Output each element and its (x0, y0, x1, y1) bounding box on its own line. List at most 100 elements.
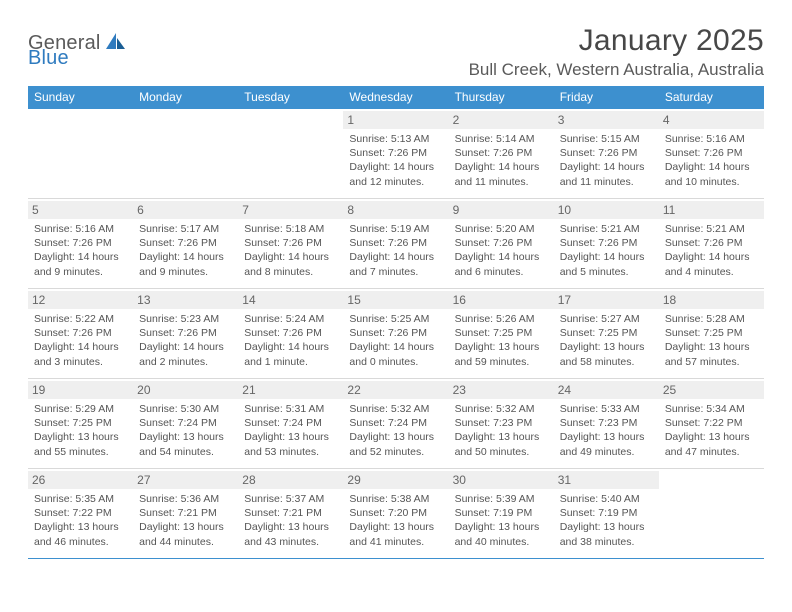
calendar-day-cell: 5 Sunrise: 5:16 AMSunset: 7:26 PMDaylight… (28, 199, 133, 289)
day-number: 13 (133, 291, 238, 309)
calendar-week-row: 12 Sunrise: 5:22 AMSunset: 7:26 PMDayligh… (28, 289, 764, 379)
calendar-day-cell: 17 Sunrise: 5:27 AMSunset: 7:25 PMDayligh… (554, 289, 659, 379)
day-number: 22 (343, 381, 448, 399)
calendar-day-cell: 23 Sunrise: 5:32 AMSunset: 7:23 PMDayligh… (449, 379, 554, 469)
calendar-day-cell: 4 Sunrise: 5:16 AMSunset: 7:26 PMDaylight… (659, 109, 764, 199)
calendar-day-cell: 16Sunrise: 5:26 AMSunset: 7:25 PMDayligh… (449, 289, 554, 379)
calendar-day-cell: 27Sunrise: 5:36 AMSunset: 7:21 PMDayligh… (133, 469, 238, 559)
day-number: 4 (659, 111, 764, 129)
calendar-week-row: 1Sunrise: 5:13 AMSunset: 7:26 PMDaylight… (28, 109, 764, 199)
day-details: Sunrise: 5:37 AMSunset: 7:21 PMDaylight:… (244, 492, 337, 549)
calendar-day-cell: 15 Sunrise: 5:25 AMSunset: 7:26 PMDayligh… (343, 289, 448, 379)
day-number: 5 (28, 201, 133, 219)
day-number: 9 (449, 201, 554, 219)
calendar-table: SundayMondayTuesdayWednesdayThursdayFrid… (28, 86, 764, 559)
calendar-day-cell: 29Sunrise: 5:38 AMSunset: 7:20 PMDayligh… (343, 469, 448, 559)
day-number: 31 (554, 471, 659, 489)
day-details: Sunrise: 5:39 AMSunset: 7:19 PMDaylight:… (455, 492, 548, 549)
day-number: 6 (133, 201, 238, 219)
calendar-empty-cell (28, 109, 133, 199)
day-number: 20 (133, 381, 238, 399)
day-details: Sunrise: 5:22 AMSunset: 7:26 PMDaylight:… (34, 312, 127, 369)
day-details: Sunrise: 5:34 AMSunset: 7:22 PMDaylight:… (665, 402, 758, 459)
day-details: Sunrise: 5:35 AMSunset: 7:22 PMDaylight:… (34, 492, 127, 549)
day-number: 23 (449, 381, 554, 399)
calendar-day-cell: 25 Sunrise: 5:34 AMSunset: 7:22 PMDayligh… (659, 379, 764, 469)
day-details: Sunrise: 5:15 AMSunset: 7:26 PMDaylight:… (560, 132, 653, 189)
calendar-day-cell: 13Sunrise: 5:23 AMSunset: 7:26 PMDayligh… (133, 289, 238, 379)
day-number: 7 (238, 201, 343, 219)
calendar-day-cell: 7 Sunrise: 5:18 AMSunset: 7:26 PMDaylight… (238, 199, 343, 289)
day-details: Sunrise: 5:27 AMSunset: 7:25 PMDaylight:… (560, 312, 653, 369)
brand-name-2: Blue (28, 47, 69, 69)
calendar-week-row: 26 Sunrise: 5:35 AMSunset: 7:22 PMDayligh… (28, 469, 764, 559)
day-details: Sunrise: 5:16 AMSunset: 7:26 PMDaylight:… (665, 132, 758, 189)
day-details: Sunrise: 5:40 AMSunset: 7:19 PMDaylight:… (560, 492, 653, 549)
weekday-header: Friday (554, 86, 659, 109)
day-details: Sunrise: 5:14 AMSunset: 7:26 PMDaylight:… (455, 132, 548, 189)
calendar-day-cell: 14 Sunrise: 5:24 AMSunset: 7:26 PMDayligh… (238, 289, 343, 379)
weekday-header: Thursday (449, 86, 554, 109)
calendar-empty-cell (659, 469, 764, 559)
location-subtitle: Bull Creek, Western Australia, Australia (469, 60, 764, 80)
calendar-day-cell: 22 Sunrise: 5:32 AMSunset: 7:24 PMDayligh… (343, 379, 448, 469)
day-number: 3 (554, 111, 659, 129)
weekday-header: Sunday (28, 86, 133, 109)
day-details: Sunrise: 5:32 AMSunset: 7:24 PMDaylight:… (349, 402, 442, 459)
day-number: 24 (554, 381, 659, 399)
day-number: 17 (554, 291, 659, 309)
day-details: Sunrise: 5:25 AMSunset: 7:26 PMDaylight:… (349, 312, 442, 369)
day-number: 2 (449, 111, 554, 129)
day-details: Sunrise: 5:17 AMSunset: 7:26 PMDaylight:… (139, 222, 232, 279)
header-bar: General January 2025 Bull Creek, Western… (28, 24, 764, 80)
calendar-day-cell: 11Sunrise: 5:21 AMSunset: 7:26 PMDayligh… (659, 199, 764, 289)
day-details: Sunrise: 5:31 AMSunset: 7:24 PMDaylight:… (244, 402, 337, 459)
calendar-day-cell: 30Sunrise: 5:39 AMSunset: 7:19 PMDayligh… (449, 469, 554, 559)
calendar-day-cell: 18 Sunrise: 5:28 AMSunset: 7:25 PMDayligh… (659, 289, 764, 379)
calendar-day-cell: 8 Sunrise: 5:19 AMSunset: 7:26 PMDaylight… (343, 199, 448, 289)
day-details: Sunrise: 5:28 AMSunset: 7:25 PMDaylight:… (665, 312, 758, 369)
calendar-day-cell: 24 Sunrise: 5:33 AMSunset: 7:23 PMDayligh… (554, 379, 659, 469)
day-details: Sunrise: 5:30 AMSunset: 7:24 PMDaylight:… (139, 402, 232, 459)
calendar-day-cell: 21 Sunrise: 5:31 AMSunset: 7:24 PMDayligh… (238, 379, 343, 469)
calendar-empty-cell (133, 109, 238, 199)
day-details: Sunrise: 5:36 AMSunset: 7:21 PMDaylight:… (139, 492, 232, 549)
calendar-day-cell: 1Sunrise: 5:13 AMSunset: 7:26 PMDaylight… (343, 109, 448, 199)
day-details: Sunrise: 5:13 AMSunset: 7:26 PMDaylight:… (349, 132, 442, 189)
day-details: Sunrise: 5:24 AMSunset: 7:26 PMDaylight:… (244, 312, 337, 369)
calendar-day-cell: 19 Sunrise: 5:29 AMSunset: 7:25 PMDayligh… (28, 379, 133, 469)
day-number: 12 (28, 291, 133, 309)
day-number: 26 (28, 471, 133, 489)
day-number: 25 (659, 381, 764, 399)
day-number: 8 (343, 201, 448, 219)
page-title: January 2025 (469, 24, 764, 58)
weekday-header: Monday (133, 86, 238, 109)
day-number: 14 (238, 291, 343, 309)
calendar-day-cell: 20 Sunrise: 5:30 AMSunset: 7:24 PMDayligh… (133, 379, 238, 469)
day-details: Sunrise: 5:29 AMSunset: 7:25 PMDaylight:… (34, 402, 127, 459)
calendar-day-cell: 6 Sunrise: 5:17 AMSunset: 7:26 PMDaylight… (133, 199, 238, 289)
day-number: 29 (343, 471, 448, 489)
day-number: 19 (28, 381, 133, 399)
brand-sail-icon (105, 32, 127, 55)
day-number: 21 (238, 381, 343, 399)
day-details: Sunrise: 5:18 AMSunset: 7:26 PMDaylight:… (244, 222, 337, 279)
day-details: Sunrise: 5:21 AMSunset: 7:26 PMDaylight:… (560, 222, 653, 279)
day-number: 15 (343, 291, 448, 309)
day-details: Sunrise: 5:33 AMSunset: 7:23 PMDaylight:… (560, 402, 653, 459)
day-details: Sunrise: 5:19 AMSunset: 7:26 PMDaylight:… (349, 222, 442, 279)
calendar-day-cell: 28Sunrise: 5:37 AMSunset: 7:21 PMDayligh… (238, 469, 343, 559)
calendar-week-row: 5 Sunrise: 5:16 AMSunset: 7:26 PMDaylight… (28, 199, 764, 289)
day-details: Sunrise: 5:20 AMSunset: 7:26 PMDaylight:… (455, 222, 548, 279)
day-details: Sunrise: 5:32 AMSunset: 7:23 PMDaylight:… (455, 402, 548, 459)
calendar-day-cell: 12 Sunrise: 5:22 AMSunset: 7:26 PMDayligh… (28, 289, 133, 379)
calendar-day-cell: 10Sunrise: 5:21 AMSunset: 7:26 PMDayligh… (554, 199, 659, 289)
calendar-day-cell: 3 Sunrise: 5:15 AMSunset: 7:26 PMDaylight… (554, 109, 659, 199)
calendar-day-cell: 9 Sunrise: 5:20 AMSunset: 7:26 PMDaylight… (449, 199, 554, 289)
day-details: Sunrise: 5:16 AMSunset: 7:26 PMDaylight:… (34, 222, 127, 279)
day-details: Sunrise: 5:21 AMSunset: 7:26 PMDaylight:… (665, 222, 758, 279)
calendar-week-row: 19 Sunrise: 5:29 AMSunset: 7:25 PMDayligh… (28, 379, 764, 469)
day-number: 18 (659, 291, 764, 309)
calendar-empty-cell (238, 109, 343, 199)
weekday-header: Wednesday (343, 86, 448, 109)
